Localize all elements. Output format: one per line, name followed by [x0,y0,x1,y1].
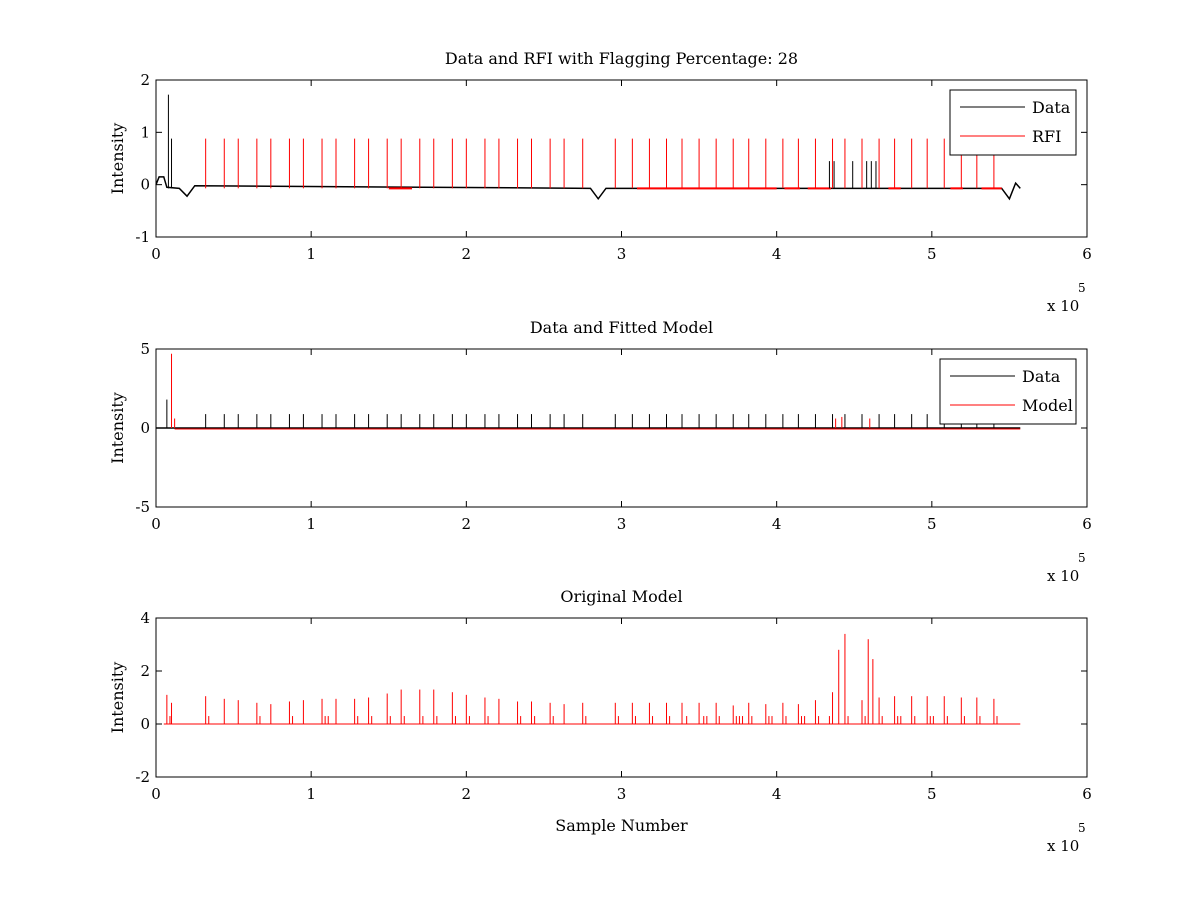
x-tick-label: 4 [772,515,782,533]
x-tick-label: 0 [151,785,161,803]
legend: Data RFI [949,89,1077,156]
legend-entry: Data [1032,98,1071,117]
y-tick-label: 5 [140,340,150,358]
series-group [155,94,1021,201]
chart-panel-1: Data and RFI with Flagging Percentage: 2… [108,49,1092,315]
x-tick-label: 1 [306,245,316,263]
y-tick-label: -2 [135,768,150,786]
y-tick-label: -1 [135,228,150,246]
y-tick-label: 0 [140,419,150,437]
x-tick-label: 1 [306,515,316,533]
x-tick-label: 0 [151,515,161,533]
y-axis-label: Intensity [108,123,127,195]
legend-entry: Model [1022,396,1073,415]
x-tick-label: 2 [462,515,472,533]
legend: Data Model [939,358,1077,425]
y-tick-label: 2 [140,662,150,680]
y-axis-label: Intensity [108,392,127,464]
data-line [155,176,1021,201]
x-tick-label: 5 [927,245,937,263]
x-multiplier-exponent: 5 [1078,281,1086,295]
y-tick-label: 0 [140,715,150,733]
x-multiplier-exponent: 5 [1078,551,1086,565]
chart-title: Data and Fitted Model [530,318,713,337]
y-tick-label: -5 [135,498,150,516]
x-multiplier-base: x 10 [1047,567,1079,585]
x-axis-label: Sample Number [555,816,688,835]
x-tick-label: 1 [306,785,316,803]
chart-title: Data and RFI with Flagging Percentage: 2… [445,49,798,68]
chart-title: Original Model [560,587,682,606]
legend-box [939,358,1077,425]
legend-box [949,89,1077,156]
plot-area [155,79,1088,238]
legend-entry: Data [1022,367,1061,386]
y-axis-label: Intensity [108,662,127,734]
x-tick-label: 6 [1082,785,1092,803]
legend-entry: RFI [1032,127,1061,146]
x-tick-label: 6 [1082,245,1092,263]
x-tick-label: 4 [772,245,782,263]
plot-area [155,617,1088,778]
y-tick-label: 1 [140,123,150,141]
y-tick-label: 0 [140,176,150,194]
x-tick-label: 6 [1082,515,1092,533]
x-tick-label: 5 [927,515,937,533]
x-multiplier-base: x 10 [1047,297,1079,315]
x-multiplier-exponent: 5 [1078,821,1086,835]
x-tick-label: 3 [617,245,627,263]
x-tick-label: 3 [617,785,627,803]
x-tick-label: 2 [462,785,472,803]
x-tick-label: 4 [772,785,782,803]
y-tick-label: 4 [140,609,150,627]
x-multiplier-base: x 10 [1047,837,1079,855]
y-tick-label: 2 [140,71,150,89]
series-group [163,633,1021,725]
x-tick-label: 0 [151,245,161,263]
x-tick-label: 2 [462,245,472,263]
x-tick-label: 3 [617,515,627,533]
x-tick-label: 5 [927,785,937,803]
